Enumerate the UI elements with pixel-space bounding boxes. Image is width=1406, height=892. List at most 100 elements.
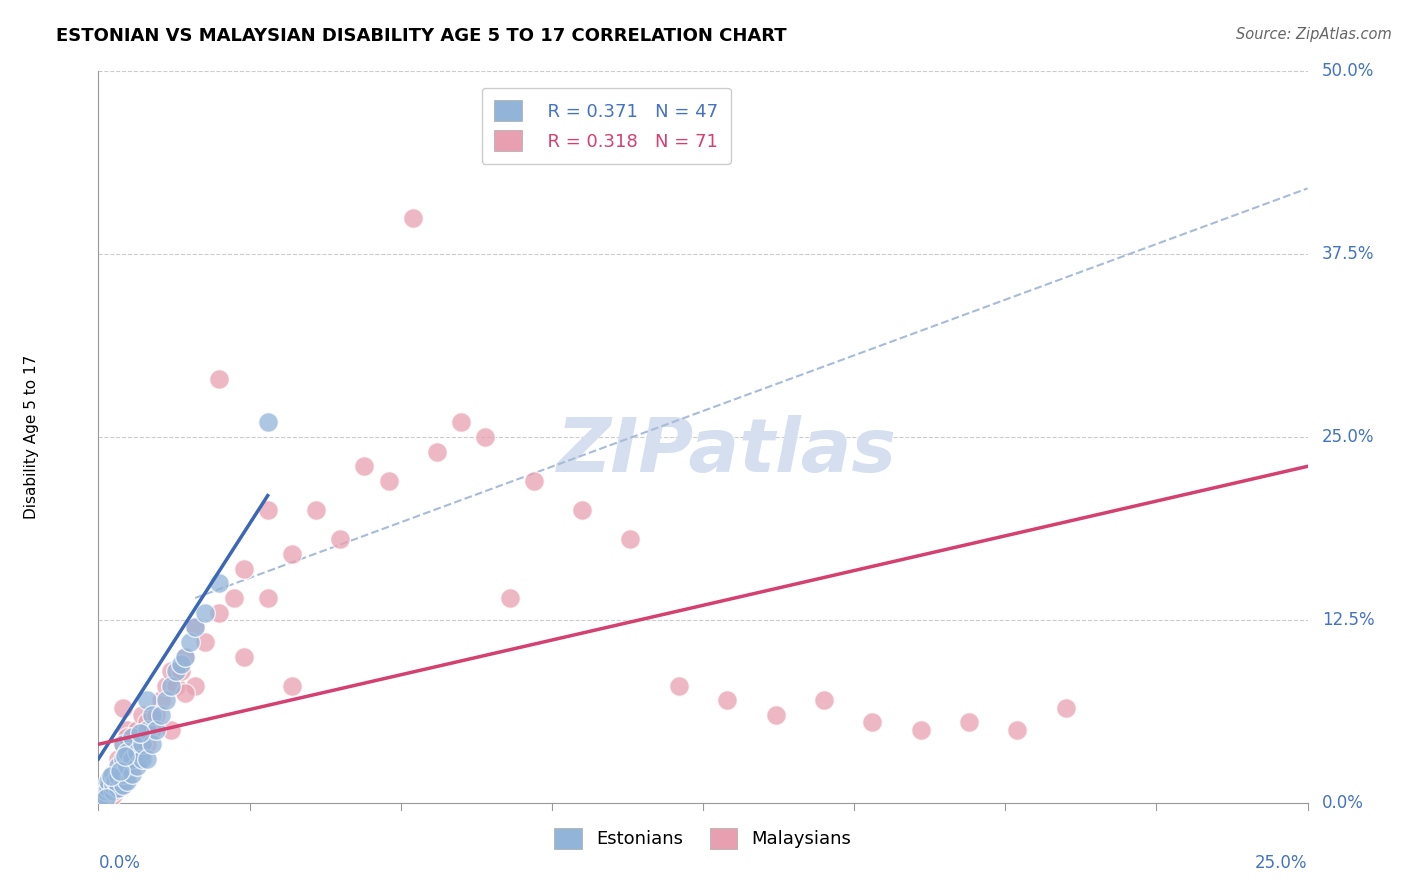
Point bbox=[97, 781, 120, 796]
Point bbox=[155, 679, 177, 693]
Point bbox=[141, 737, 163, 751]
Point bbox=[668, 679, 690, 693]
Point bbox=[141, 708, 163, 723]
Point bbox=[91, 789, 114, 803]
Point bbox=[208, 606, 231, 620]
Point bbox=[281, 679, 304, 693]
Point bbox=[256, 503, 278, 517]
Point bbox=[117, 752, 139, 766]
Point bbox=[100, 769, 122, 783]
Point bbox=[111, 737, 134, 751]
Point bbox=[107, 781, 129, 796]
Point bbox=[353, 459, 375, 474]
Point bbox=[101, 789, 124, 803]
Text: Source: ZipAtlas.com: Source: ZipAtlas.com bbox=[1236, 27, 1392, 42]
Point bbox=[101, 766, 124, 780]
Point bbox=[127, 745, 149, 759]
Point bbox=[117, 730, 139, 744]
Point bbox=[97, 781, 120, 796]
Point bbox=[127, 759, 149, 773]
Point bbox=[910, 723, 932, 737]
Point bbox=[474, 430, 496, 444]
Point bbox=[111, 759, 134, 773]
Point bbox=[160, 664, 183, 678]
Point bbox=[426, 444, 449, 458]
Point bbox=[194, 606, 217, 620]
Point bbox=[232, 562, 254, 576]
Point bbox=[131, 752, 153, 766]
Point bbox=[108, 764, 131, 778]
Point bbox=[1007, 723, 1029, 737]
Point bbox=[155, 693, 177, 707]
Point bbox=[111, 778, 134, 792]
Point bbox=[107, 781, 129, 796]
Point bbox=[141, 723, 163, 737]
Point bbox=[107, 752, 129, 766]
Point bbox=[281, 547, 304, 561]
Point bbox=[94, 791, 117, 805]
Point bbox=[135, 715, 157, 730]
Text: 0.0%: 0.0% bbox=[1322, 794, 1364, 812]
Point bbox=[117, 745, 139, 759]
Point bbox=[169, 664, 191, 678]
Point bbox=[184, 679, 207, 693]
Point bbox=[91, 791, 114, 805]
Text: ESTONIAN VS MALAYSIAN DISABILITY AGE 5 TO 17 CORRELATION CHART: ESTONIAN VS MALAYSIAN DISABILITY AGE 5 T… bbox=[56, 27, 787, 45]
Point bbox=[174, 649, 197, 664]
Point bbox=[111, 773, 134, 788]
Point bbox=[184, 620, 207, 634]
Point bbox=[145, 708, 167, 723]
Point bbox=[107, 769, 129, 783]
Text: 25.0%: 25.0% bbox=[1322, 428, 1375, 446]
Point bbox=[127, 752, 149, 766]
Point bbox=[97, 773, 120, 788]
Point bbox=[101, 784, 124, 798]
Point bbox=[184, 620, 207, 634]
Point bbox=[101, 781, 124, 796]
Text: 50.0%: 50.0% bbox=[1322, 62, 1375, 80]
Point bbox=[619, 533, 641, 547]
Point bbox=[1054, 700, 1077, 714]
Point bbox=[131, 708, 153, 723]
Point bbox=[716, 693, 738, 707]
Point bbox=[160, 723, 183, 737]
Point bbox=[111, 752, 134, 766]
Point bbox=[111, 766, 134, 780]
Point bbox=[100, 773, 122, 788]
Text: ZIPatlas: ZIPatlas bbox=[557, 415, 897, 488]
Point bbox=[765, 708, 787, 723]
Point bbox=[131, 745, 153, 759]
Point bbox=[160, 679, 183, 693]
Point bbox=[174, 649, 197, 664]
Point bbox=[150, 693, 173, 707]
Point bbox=[222, 591, 245, 605]
Point bbox=[194, 635, 217, 649]
Point bbox=[128, 725, 150, 739]
Point bbox=[117, 759, 139, 773]
Point bbox=[208, 371, 231, 385]
Point bbox=[135, 693, 157, 707]
Point bbox=[121, 759, 143, 773]
Text: 0.0%: 0.0% bbox=[98, 854, 141, 872]
Point bbox=[111, 737, 134, 751]
Point bbox=[121, 737, 143, 751]
Point bbox=[117, 723, 139, 737]
Point bbox=[135, 752, 157, 766]
Point bbox=[523, 474, 546, 488]
Point bbox=[121, 730, 143, 744]
Point bbox=[107, 759, 129, 773]
Point bbox=[169, 657, 191, 671]
Text: Disability Age 5 to 17: Disability Age 5 to 17 bbox=[24, 355, 39, 519]
Text: 25.0%: 25.0% bbox=[1256, 854, 1308, 872]
Point bbox=[174, 686, 197, 700]
Point bbox=[402, 211, 425, 225]
Point bbox=[571, 503, 593, 517]
Point bbox=[256, 416, 278, 430]
Point bbox=[101, 766, 124, 780]
Point bbox=[117, 766, 139, 780]
Point bbox=[94, 784, 117, 798]
Point bbox=[104, 773, 127, 788]
Point bbox=[145, 723, 167, 737]
Point bbox=[94, 789, 117, 803]
Point bbox=[208, 576, 231, 591]
